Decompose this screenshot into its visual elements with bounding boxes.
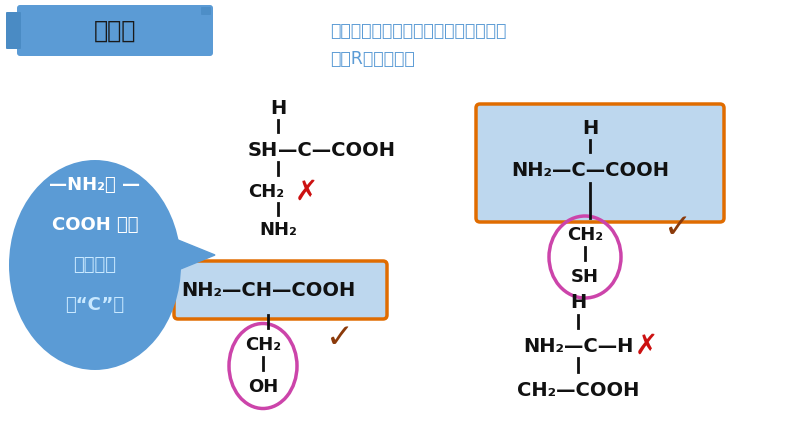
Text: —C—COOH: —C—COOH (278, 140, 395, 160)
FancyBboxPatch shape (476, 104, 724, 222)
Text: ✗: ✗ (634, 332, 657, 360)
Text: CH₂—COOH: CH₂—COOH (517, 380, 639, 400)
Text: SH: SH (571, 268, 599, 286)
Ellipse shape (9, 160, 181, 370)
Text: CH₂: CH₂ (567, 226, 603, 244)
Text: SH: SH (248, 140, 278, 160)
FancyBboxPatch shape (6, 12, 21, 49)
Text: CH₂: CH₂ (245, 336, 281, 354)
Text: H: H (270, 98, 286, 118)
Text: 连在同一: 连在同一 (74, 256, 117, 274)
Polygon shape (178, 240, 215, 270)
Text: ✓: ✓ (326, 321, 354, 354)
Text: NH₂: NH₂ (259, 221, 297, 239)
FancyBboxPatch shape (17, 5, 213, 56)
Text: ✗: ✗ (295, 178, 318, 206)
Text: 例题：: 例题： (94, 18, 137, 42)
Text: COOH 没有: COOH 没有 (52, 216, 138, 234)
FancyBboxPatch shape (174, 261, 387, 319)
Text: 判断下列分子是不是氨基酸？如果是的: 判断下列分子是不是氨基酸？如果是的 (330, 22, 507, 40)
Text: NH₂—C—H: NH₂—C—H (522, 337, 633, 355)
Text: NH₂—CH—COOH: NH₂—CH—COOH (181, 281, 355, 299)
Text: —NH₂与 —: —NH₂与 — (49, 176, 141, 194)
FancyBboxPatch shape (201, 7, 211, 15)
Text: OH: OH (248, 378, 278, 396)
Text: 话，R基是什么？: 话，R基是什么？ (330, 50, 414, 68)
Text: NH₂—C—COOH: NH₂—C—COOH (511, 160, 669, 180)
Text: CH₂: CH₂ (248, 183, 284, 201)
Text: H: H (570, 294, 586, 312)
Text: ✓: ✓ (664, 211, 692, 245)
Text: 个“C”上: 个“C”上 (65, 296, 125, 314)
Text: H: H (582, 118, 598, 138)
